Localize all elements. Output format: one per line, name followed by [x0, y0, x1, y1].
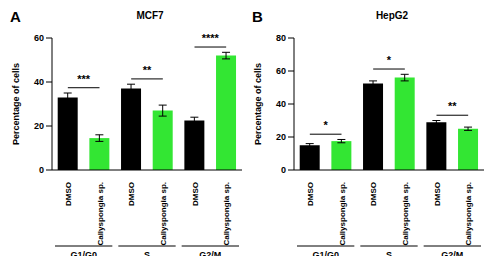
svg-text:60: 60 — [276, 66, 286, 76]
svg-text:DMSO: DMSO — [369, 182, 378, 206]
svg-text:G2/M: G2/M — [199, 250, 221, 256]
svg-text:Callyspongia sp.: Callyspongia sp. — [401, 182, 410, 246]
svg-text:20: 20 — [276, 132, 286, 142]
svg-text:*: * — [387, 54, 392, 66]
svg-text:G2/M: G2/M — [441, 250, 463, 256]
svg-text:80: 80 — [276, 33, 286, 43]
svg-text:DMSO: DMSO — [191, 182, 200, 206]
svg-text:DMSO: DMSO — [64, 182, 73, 206]
svg-text:DMSO: DMSO — [433, 182, 442, 206]
svg-text:Percentage of cells: Percentage of cells — [11, 63, 21, 145]
svg-text:20: 20 — [34, 121, 44, 131]
svg-text:Callyspongia sp.: Callyspongia sp. — [159, 182, 168, 246]
svg-text:G1/G0: G1/G0 — [312, 250, 339, 256]
svg-text:0: 0 — [281, 165, 286, 175]
svg-text:Callyspongia sp.: Callyspongia sp. — [464, 182, 473, 246]
svg-text:S: S — [386, 250, 392, 256]
svg-text:S: S — [144, 250, 150, 256]
svg-text:0: 0 — [39, 165, 44, 175]
svg-text:G1/G0: G1/G0 — [70, 250, 97, 256]
svg-text:Callyspongia sp.: Callyspongia sp. — [338, 182, 347, 246]
html-text:HepG2: HepG2 — [375, 10, 409, 21]
svg-text:**: ** — [448, 100, 457, 112]
svg-text:Percentage of cells: Percentage of cells — [253, 63, 263, 145]
svg-text:DMSO: DMSO — [306, 182, 315, 206]
html-text:A: A — [10, 8, 21, 25]
svg-text:Callyspongia sp.: Callyspongia sp. — [222, 182, 231, 246]
svg-text:*: * — [324, 119, 329, 131]
svg-text:***: *** — [77, 73, 91, 85]
svg-text:40: 40 — [276, 99, 286, 109]
svg-text:Callyspongia sp.: Callyspongia sp. — [96, 182, 105, 246]
svg-text:****: **** — [202, 32, 220, 44]
html-text:MCF7: MCF7 — [136, 10, 164, 21]
svg-text:40: 40 — [34, 77, 44, 87]
html-text:B: B — [252, 8, 263, 25]
svg-text:**: ** — [143, 64, 152, 76]
svg-text:60: 60 — [34, 33, 44, 43]
svg-text:DMSO: DMSO — [127, 182, 136, 206]
